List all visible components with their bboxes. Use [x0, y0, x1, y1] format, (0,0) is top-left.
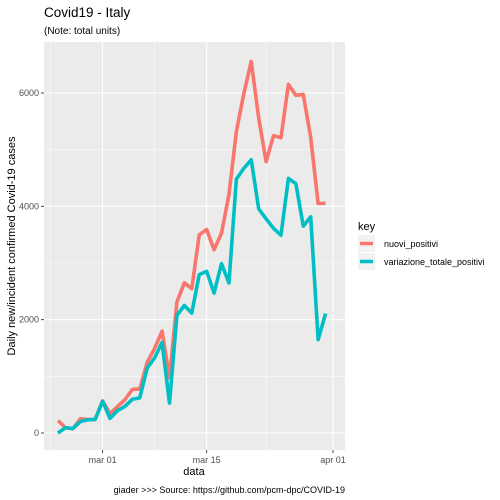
y-tick-label: 2000 — [19, 315, 39, 325]
y-axis: 0 2000 4000 6000 — [19, 88, 44, 438]
legend-title: key — [358, 221, 376, 233]
plot-panel — [44, 42, 345, 450]
x-tick-label: mar 15 — [193, 455, 221, 465]
chart-caption: giader >>> Source: https://github.com/pc… — [114, 485, 345, 495]
chart-subtitle: (Note: total units) — [44, 26, 120, 37]
y-axis-title: Daily new/incident confirmed Covid-19 ca… — [6, 136, 18, 355]
x-tick-label: mar 01 — [89, 455, 117, 465]
legend-label-nuovi-positivi: nuovi_positivi — [384, 239, 438, 249]
y-tick-label: 6000 — [19, 88, 39, 98]
x-axis-title: data — [183, 466, 205, 478]
grid-minor — [44, 42, 345, 450]
x-axis: mar 01 mar 15 apr 01 — [89, 450, 346, 465]
x-tick-label: apr 01 — [320, 455, 346, 465]
y-tick-label: 0 — [34, 428, 39, 438]
chart-title: Covid19 - Italy — [44, 5, 131, 20]
series-lines — [56, 59, 328, 435]
legend: key nuovi_positivi variazione_totale_pos… — [358, 221, 485, 270]
legend-label-variazione-totale-positivi: variazione_totale_positivi — [384, 257, 485, 267]
y-tick-label: 4000 — [19, 201, 39, 211]
series-line-variazione-totale-positivi — [56, 158, 328, 435]
